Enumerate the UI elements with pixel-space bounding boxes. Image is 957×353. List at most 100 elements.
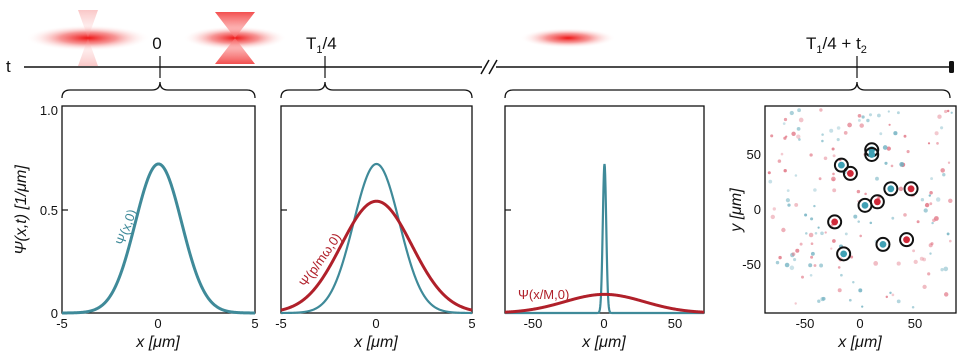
beam-3 — [520, 28, 616, 48]
atom-dot — [943, 266, 949, 272]
atom-dot — [796, 134, 801, 139]
atom-dot — [832, 239, 836, 243]
panel-2-xtick-m5: -5 — [275, 316, 287, 331]
atom-dot — [791, 131, 796, 136]
panel-2-curves — [280, 162, 473, 315]
atom-dot — [813, 188, 817, 192]
atom-dot — [783, 117, 788, 122]
atom-dot — [944, 109, 948, 114]
panel-2-xtick-0: 0 — [372, 316, 379, 331]
panel-1-curves — [62, 162, 255, 315]
atom-dot — [927, 272, 931, 276]
atom-dot — [837, 266, 841, 269]
atom-dot — [777, 159, 782, 163]
timeline-event-t1: T1/4 — [306, 34, 337, 56]
atom-dot — [888, 123, 891, 126]
atom-dot — [837, 288, 842, 293]
atom-dot — [836, 138, 840, 142]
atom-dot — [850, 255, 854, 259]
atom-dot — [859, 123, 864, 128]
panel-4-frame — [764, 105, 957, 314]
atom-dot — [810, 217, 814, 221]
panel-2: -5 0 5 x [μm] Ψ(p/mω,0) — [275, 105, 476, 351]
atom-dot — [801, 275, 804, 279]
atom-dot — [797, 108, 802, 113]
atom-dot — [912, 249, 916, 253]
panel-1-ytick-1: 1.0 — [40, 103, 58, 118]
atom-dot — [864, 192, 867, 196]
atom-dot — [832, 188, 837, 193]
atom-dot — [929, 202, 933, 206]
atom-dot — [824, 231, 827, 234]
atom-dot — [946, 232, 950, 236]
atom-dot — [813, 264, 817, 267]
atom-dot — [927, 142, 931, 145]
atom-dot — [919, 256, 924, 261]
circled-atom-7 — [861, 201, 869, 209]
atom-dot — [817, 226, 820, 229]
panel-1-series-teal — [62, 162, 255, 315]
atom-dot — [782, 122, 786, 125]
beam-illustrations — [26, 10, 616, 66]
atom-dot — [793, 258, 797, 262]
atom-dot — [794, 174, 798, 177]
panel-1-xtick-0: 0 — [154, 316, 161, 331]
timeline-event-t2: T1/4 + t2 — [806, 34, 867, 56]
timeline: t 0 T1/4 T1/4 + t2 — [6, 34, 954, 99]
atom-dot — [853, 214, 858, 219]
beam-1 — [26, 25, 150, 51]
atom-dot — [794, 202, 799, 207]
atom-dot — [830, 247, 833, 250]
atom-dot — [778, 255, 782, 260]
panel-4-xlabel: x [μm] — [837, 334, 882, 351]
atom-dot — [893, 131, 898, 136]
circled-atom-5 — [907, 185, 915, 193]
panel-4-xtick-50: 50 — [908, 316, 922, 331]
panel-3-curves — [504, 163, 705, 315]
atom-dot — [885, 295, 889, 299]
panel-3-xlabel: x [μm] — [581, 334, 626, 351]
atom-dot — [940, 126, 944, 130]
atom-dot — [784, 262, 790, 268]
atom-dot — [942, 173, 946, 177]
atom-dot — [948, 198, 953, 204]
atom-dot — [799, 242, 803, 246]
atom-dot — [879, 132, 883, 136]
beam-2 — [183, 26, 287, 50]
panel-1-xtick-5: 5 — [251, 316, 258, 331]
atom-dot — [840, 273, 843, 277]
circled-atom-10 — [879, 240, 887, 248]
panel-1-frame — [61, 105, 256, 314]
atom-dot — [804, 213, 808, 217]
atom-ring-1 — [864, 146, 880, 162]
atom-dot — [913, 259, 918, 265]
atom-dot — [936, 142, 939, 145]
panel-3-xtick-m50: -50 — [524, 316, 543, 331]
atom-dot — [844, 232, 848, 236]
circled-atom-11 — [840, 250, 848, 258]
atom-dot — [929, 252, 932, 255]
atom-dot — [820, 231, 824, 236]
atom-dot — [896, 299, 901, 304]
atom-ring-7 — [857, 197, 873, 213]
panel-3-series-crimson — [504, 292, 705, 314]
atom-dot — [798, 117, 804, 123]
atom-dot — [896, 261, 901, 266]
atom-ring-9 — [899, 232, 915, 248]
atom-dot — [789, 265, 795, 271]
atom-dot — [768, 179, 773, 184]
panel-3-series-teal — [505, 163, 704, 315]
atom-dot — [889, 291, 892, 295]
timeline-event-0: 0 — [152, 34, 161, 53]
atom-dot — [857, 220, 860, 223]
atom-dot — [809, 153, 813, 157]
timeline-break-1 — [480, 59, 490, 75]
panel-3-xtick-0: 0 — [600, 316, 607, 331]
circled-atom-8 — [831, 218, 839, 226]
atom-dot — [820, 297, 825, 302]
panel-4-xtick-m50: -50 — [796, 316, 815, 331]
atom-dot — [931, 221, 934, 225]
panel-1-ytick-05: 0.5 — [40, 203, 58, 218]
panel-3-curve-label: Ψ(x/M,0) — [518, 287, 569, 302]
atom-dot — [875, 176, 879, 181]
